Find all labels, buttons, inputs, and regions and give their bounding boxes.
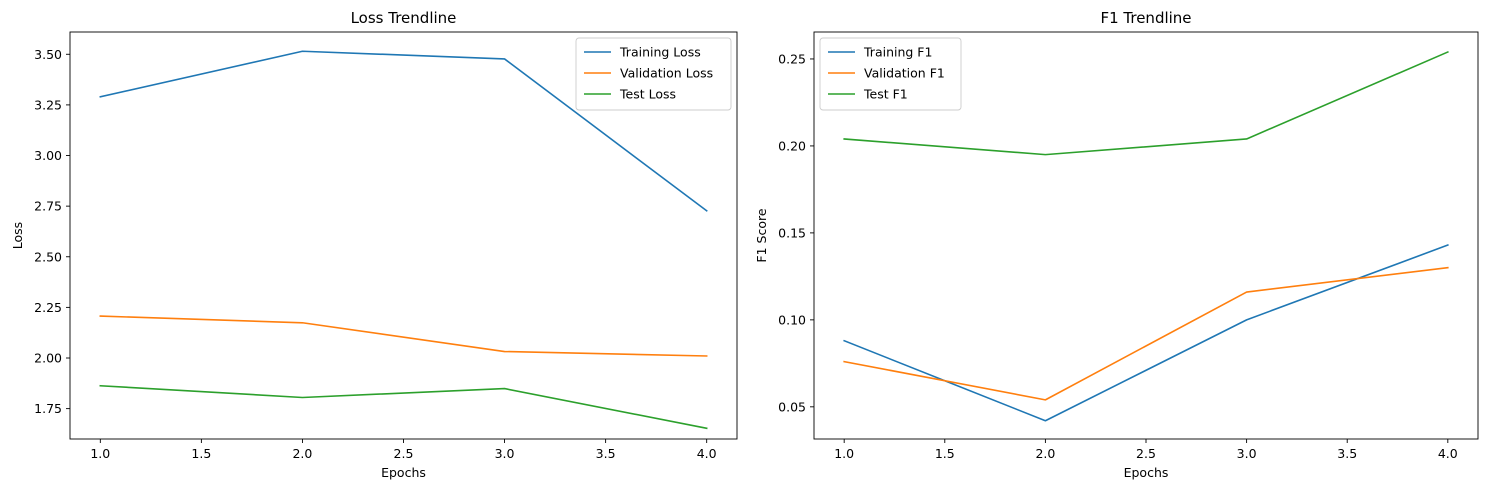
chart0-legend-box [575,37,732,111]
chart1-xtick-label: 4.0 [1438,446,1458,461]
chart0-ytick-label: 3.00 [34,148,62,163]
chart1-series-line-2 [843,50,1449,156]
chart0-legend-label-0: Training Loss [619,45,701,60]
chart1-frame [813,31,1479,440]
chart0-title: Loss Trendline [351,9,457,27]
chart0-frame [69,31,738,440]
chart1-legend-box [819,37,962,111]
chart1-legend-label-0: Training F1 [863,45,932,60]
chart0-ytick-label: 2.50 [34,249,62,264]
chart0-y-axis-label: Loss [10,222,25,249]
chart1-legend: Training F1 Validation F1 Test F1 [819,37,962,111]
chart0-ytick-label: 2.25 [34,300,62,315]
chart1-xtick-label: 3.5 [1337,446,1357,461]
chart1-ytick-label: 0.15 [778,225,806,240]
chart0-ytick-label: 2.00 [34,351,62,366]
chart0-ytick-label: 2.75 [34,199,62,214]
chart1-ytick-label: 0.05 [778,399,806,414]
chart0-ytick-label: 3.50 [34,47,62,62]
chart1-x-axis-label: Epochs [1124,465,1169,480]
chart1-title: F1 Trendline [1100,9,1191,27]
chart0-xtick-label: 2.5 [394,446,414,461]
chart0-xtick-label: 4.0 [697,446,717,461]
chart0-legend: Training Loss Validation Loss Test Loss [575,37,732,111]
chart1-xtick-label: 3.0 [1237,446,1257,461]
chart0-series-line-0 [99,50,708,212]
chart1-xtick-label: 1.0 [834,446,854,461]
chart0-xtick-label: 1.5 [191,446,211,461]
chart1-legend-label-2: Test F1 [863,87,908,102]
chart0-xtick-label: 3.0 [495,446,515,461]
chart1-legend-label-1: Validation F1 [864,66,945,81]
chart1-y-axis-label: F1 Score [754,208,769,262]
chart0-legend-label-1: Validation Loss [620,66,713,81]
chart1-series-line-0 [843,244,1449,422]
chart1-xtick-label: 2.0 [1035,446,1055,461]
chart1-ytick-label: 0.20 [778,138,806,153]
chart0-xtick-label: 3.5 [596,446,616,461]
chart0-ytick-label: 1.75 [34,401,62,416]
chart0-series-line-1 [99,315,708,357]
chart0-xtick-label: 1.0 [90,446,110,461]
chart0-series-line-2 [99,384,708,430]
chart0-axes: Loss Trendline 1.0 1.5 2.0 2.5 3.0 3.5 4.0 1.75 2… [10,9,738,480]
chart1-ytick-label: 0.10 [778,312,806,327]
chart1-xtick-label: 1.5 [935,446,955,461]
chart0-xtick-label: 2.0 [292,446,312,461]
chart1-ytick-label: 0.25 [778,51,806,66]
chart0-x-axis-label: Epochs [381,465,426,480]
chart1-xtick-label: 2.5 [1136,446,1156,461]
chart0-legend-label-2: Test Loss [619,87,676,102]
chart1-series-line-1 [843,266,1449,401]
chart1-axes: F1 Trendline 1.0 1.5 2.0 2.5 3.0 3.5 4.0 0.05 0.1… [754,9,1479,480]
chart0-ytick-label: 3.25 [34,97,62,112]
